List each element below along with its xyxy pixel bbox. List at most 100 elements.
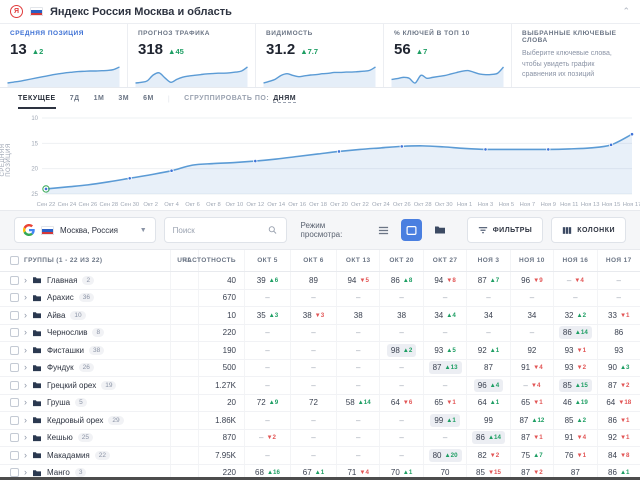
chart-tab-6м[interactable]: 6М xyxy=(143,95,154,102)
expand-chevron-icon[interactable]: › xyxy=(24,275,27,285)
row-checkbox[interactable] xyxy=(10,468,19,478)
select-all-checkbox[interactable] xyxy=(10,256,19,265)
position-cell: 87 xyxy=(466,359,509,376)
group-name[interactable]: Арахис xyxy=(47,293,74,303)
row-checkbox[interactable] xyxy=(10,275,19,285)
expand-chevron-icon[interactable]: › xyxy=(24,415,27,425)
row-checkbox[interactable] xyxy=(10,328,19,338)
row-checkbox[interactable] xyxy=(10,433,19,443)
date-column-header-1[interactable]: ОКТ 6 xyxy=(290,250,336,271)
expand-chevron-icon[interactable]: › xyxy=(24,380,27,390)
row-checkbox[interactable] xyxy=(10,363,19,373)
frequency-column-header[interactable]: ЧАСТОТНОСТЬ xyxy=(182,250,244,271)
group-name[interactable]: Грецкий орех xyxy=(47,380,97,390)
columns-button[interactable]: КОЛОНКИ xyxy=(551,217,627,243)
table-row[interactable]: › Чернослив 8 220– – – – – – –86 ▲14 86 xyxy=(0,324,640,342)
card-delta: ▲7 xyxy=(415,47,428,56)
chart-tab-3м[interactable]: 3М xyxy=(118,95,130,102)
table-row[interactable]: › Манго 3 220 68 ▲16 67 ▲1 71 ▼4 70 ▲1 70 85 ▼15 87 ▼2 87… xyxy=(0,464,640,480)
card-average-position[interactable]: СРЕДНЯЯ ПОЗИЦИЯ 13 ▲2 xyxy=(0,24,128,87)
group-name[interactable]: Кешью xyxy=(47,433,73,443)
table-row[interactable]: › Фисташки 38 190– – –98 ▲2 93 ▲5 92 ▲1 92 93 ▼1 93 xyxy=(0,342,640,360)
search-input[interactable] xyxy=(172,225,269,235)
chart-tab-текущее[interactable]: ТЕКУЩЕЕ xyxy=(18,89,56,109)
row-checkbox[interactable] xyxy=(10,345,19,355)
card-label: ВИДИМОСТЬ xyxy=(266,30,313,37)
table-row[interactable]: › Главная 2 40 39 ▲6 89 94 ▼5 86 ▲8 94 ▼8 87 ▲7 96 ▼9– ▼4… xyxy=(0,272,640,290)
group-name[interactable]: Груша xyxy=(47,398,71,408)
card-keys-in-top10[interactable]: % КЛЮЧЕЙ В ТОП 10 56 ▲7 xyxy=(384,24,512,87)
card-visibility[interactable]: ВИДИМОСТЬ 31.2 ▲7.7 xyxy=(256,24,384,87)
expand-chevron-icon[interactable]: › xyxy=(24,310,27,320)
sparkline-chart xyxy=(391,66,505,87)
date-column-header-7[interactable]: НОЯ 16 xyxy=(553,250,596,271)
group-name[interactable]: Фисташки xyxy=(47,345,84,355)
date-column-header-3[interactable]: ОКТ 20 xyxy=(379,250,422,271)
frequency-cell: 870 xyxy=(198,429,244,446)
table-row[interactable]: › Кешью 25 870– ▼2– – – –86 ▲14 87 ▼1 91 ▼4 92 ▼1 xyxy=(0,429,640,447)
url-column-header[interactable]: URL xyxy=(170,250,198,271)
expand-chevron-icon[interactable]: › xyxy=(24,450,27,460)
expand-chevron-icon[interactable]: › xyxy=(24,363,27,373)
region-select[interactable]: Москва, Россия ▼ xyxy=(14,217,156,243)
group-by-value[interactable]: ДНЯМ xyxy=(273,95,297,103)
table-row[interactable]: › Кедровый орех 29 1.86K – – – –99 ▲1 99 87 ▲12 85 ▲2… xyxy=(0,412,640,430)
table-row[interactable]: › Грецкий орех 19 1.27K – – – – –96 ▲4– ▼4 85 ▲15 87 ▼… xyxy=(0,377,640,395)
group-name[interactable]: Манго xyxy=(47,468,70,478)
row-checkbox[interactable] xyxy=(10,310,19,320)
position-cell: – xyxy=(509,289,553,306)
row-checkbox[interactable] xyxy=(10,450,19,460)
table-row[interactable]: › Фундук 26 500– – – –87 ▲13 87 91 ▼4 93 ▼2 90 ▲3 xyxy=(0,359,640,377)
row-checkbox[interactable] xyxy=(10,380,19,390)
search-box[interactable] xyxy=(163,217,287,243)
date-column-header-8[interactable]: НОЯ 17 xyxy=(596,250,640,271)
group-name[interactable]: Главная xyxy=(47,275,78,285)
region-select-value: Москва, Россия xyxy=(60,225,118,235)
view-mode-cards-button[interactable] xyxy=(401,219,423,241)
svg-text:Окт 18: Окт 18 xyxy=(309,202,327,208)
group-name[interactable]: Макадамия xyxy=(47,450,90,460)
svg-text:Ноя 13: Ноя 13 xyxy=(581,202,600,208)
collapse-icon[interactable]: ⌃ xyxy=(622,6,630,16)
chart-tab-7д[interactable]: 7Д xyxy=(69,95,80,102)
view-mode-list-button[interactable] xyxy=(373,219,394,241)
groups-column-header[interactable]: ГРУППЫ (1 - 22 ИЗ 22) xyxy=(24,257,103,264)
date-column-header-2[interactable]: ОКТ 13 xyxy=(336,250,379,271)
chart-tab-1м[interactable]: 1М xyxy=(93,95,105,102)
table-row[interactable]: › Макадамия 22 7.95K – – – –80 ▲20 82 ▼2 75 ▲7 76 ▼1 84… xyxy=(0,447,640,465)
chart-period-tabs: ТЕКУЩЕЕ 7Д 1М 3М 6М | СГРУППИРОВАТЬ ПО: ДНЯМ xyxy=(0,88,640,110)
keyword-count-badge: 5 xyxy=(75,398,87,408)
card-traffic-forecast[interactable]: ПРОГНОЗ ТРАФИКА 318 ▲45 xyxy=(128,24,256,87)
columns-icon xyxy=(563,226,572,234)
row-checkbox[interactable] xyxy=(10,415,19,425)
expand-chevron-icon[interactable]: › xyxy=(24,328,27,338)
filters-button[interactable]: ФИЛЬТРЫ xyxy=(466,217,544,243)
folder-icon xyxy=(33,434,41,441)
date-column-header-0[interactable]: ОКТ 5 xyxy=(244,250,290,271)
row-checkbox[interactable] xyxy=(10,398,19,408)
row-checkbox[interactable] xyxy=(10,293,19,303)
group-by-control[interactable]: СГРУППИРОВАТЬ ПО: ДНЯМ xyxy=(184,95,297,103)
group-name[interactable]: Фундук xyxy=(47,363,74,373)
url-cell xyxy=(170,342,198,359)
keyword-count-badge: 8 xyxy=(92,328,105,338)
position-cell: 92 xyxy=(509,342,553,359)
expand-chevron-icon[interactable]: › xyxy=(24,433,27,443)
expand-chevron-icon[interactable]: › xyxy=(24,468,27,478)
date-column-header-6[interactable]: НОЯ 10 xyxy=(509,250,553,271)
group-name[interactable]: Кедровый орех xyxy=(47,415,104,425)
positions-line-chart[interactable]: 10 15 20 25 Сен 22 Сен 24 Сен 26 Сен 28 Сен 30 Ок… xyxy=(0,110,640,210)
table-row[interactable]: › Айва 10 10 35 ▲3 38 ▼3 38 38 34 ▲4 34 34 32 ▲2 33 ▼1 xyxy=(0,307,640,325)
expand-chevron-icon[interactable]: › xyxy=(24,293,27,303)
date-column-header-4[interactable]: ОКТ 27 xyxy=(422,250,466,271)
table-row[interactable]: › Арахис 36 670– – – – – – – – – xyxy=(0,289,640,307)
group-name[interactable]: Чернослив xyxy=(47,328,88,338)
expand-chevron-icon[interactable]: › xyxy=(24,345,27,355)
table-row[interactable]: › Груша 5 20 72 ▲9 72 58 ▲14 64 ▼6 65 ▼1 64 ▲1 65 ▼1 46 ▲1… xyxy=(0,394,640,412)
group-name[interactable]: Айва xyxy=(47,310,66,320)
view-mode-folders-button[interactable] xyxy=(430,219,451,241)
card-value: 318 xyxy=(138,41,164,58)
expand-chevron-icon[interactable]: › xyxy=(24,398,27,408)
url-cell xyxy=(170,324,198,341)
date-column-header-5[interactable]: НОЯ 3 xyxy=(466,250,509,271)
